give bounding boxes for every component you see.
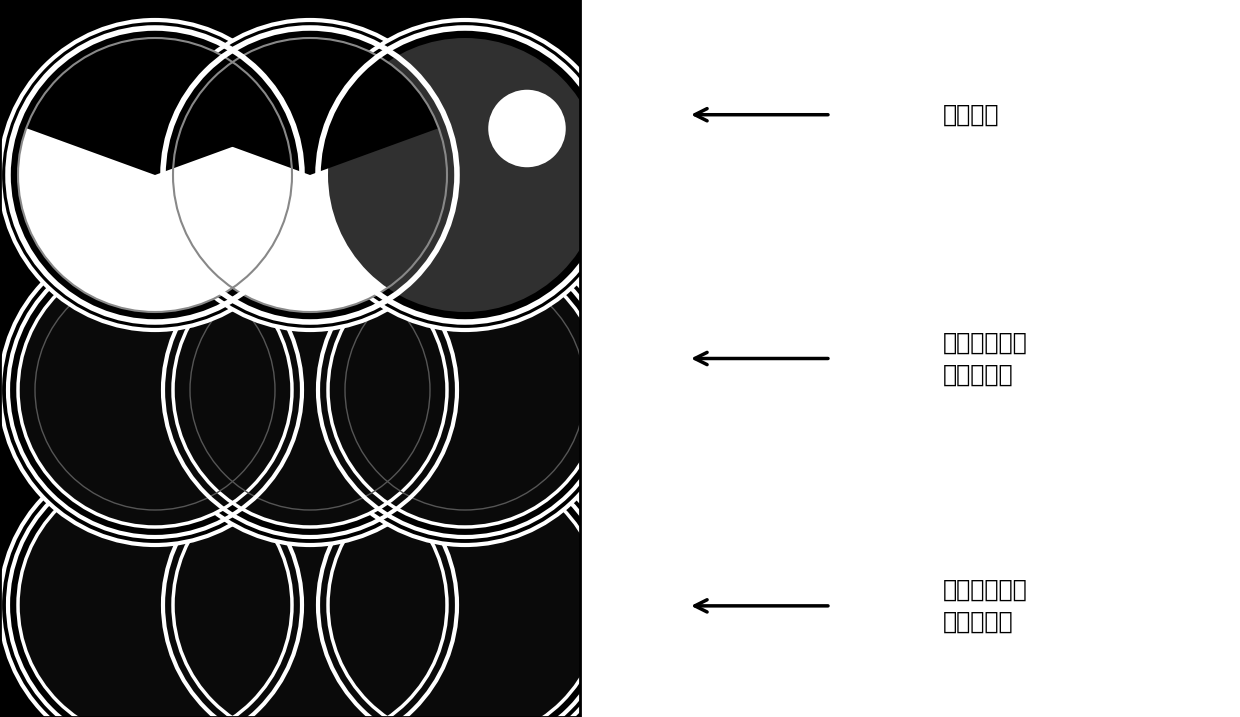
Circle shape: [310, 235, 620, 545]
Circle shape: [0, 20, 310, 330]
Bar: [0, 0, 580, 717]
Circle shape: [155, 20, 465, 330]
Circle shape: [19, 468, 291, 717]
Circle shape: [0, 235, 310, 545]
Wedge shape: [181, 38, 439, 175]
Text: 含萝卜提取物
的产卵基质: 含萝卜提取物 的产卵基质: [942, 578, 1027, 634]
Circle shape: [310, 20, 620, 330]
Circle shape: [329, 253, 601, 527]
Circle shape: [329, 468, 601, 717]
Circle shape: [19, 253, 291, 527]
Bar: [580, 0, 1240, 717]
Circle shape: [329, 38, 601, 312]
Circle shape: [174, 38, 446, 312]
Circle shape: [155, 450, 465, 717]
Text: 含萝卜提取物
的产卵基质: 含萝卜提取物 的产卵基质: [942, 331, 1027, 386]
Circle shape: [174, 468, 446, 717]
Circle shape: [19, 38, 291, 312]
Wedge shape: [26, 38, 284, 175]
Bar: [0, 0, 580, 717]
Circle shape: [174, 253, 446, 527]
Text: 产卵基质: 产卵基质: [942, 103, 999, 127]
Circle shape: [489, 90, 565, 167]
Circle shape: [0, 450, 310, 717]
Circle shape: [155, 235, 465, 545]
Circle shape: [310, 450, 620, 717]
